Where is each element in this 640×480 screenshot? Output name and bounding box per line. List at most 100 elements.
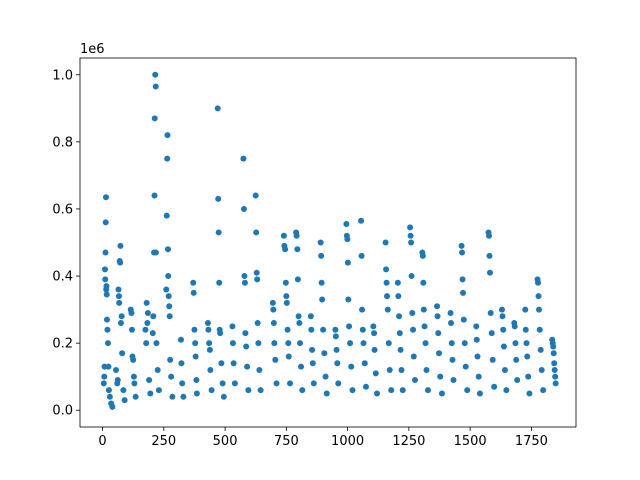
data-point bbox=[244, 363, 251, 370]
data-point bbox=[307, 313, 314, 320]
data-point bbox=[370, 323, 377, 330]
data-point bbox=[229, 323, 236, 330]
data-point bbox=[128, 309, 135, 316]
data-point bbox=[348, 363, 355, 370]
data-point bbox=[113, 366, 120, 373]
data-point bbox=[522, 326, 529, 333]
data-point bbox=[207, 366, 214, 373]
x-tick-label: 1750 bbox=[515, 434, 548, 449]
data-point bbox=[459, 249, 466, 256]
data-point bbox=[153, 340, 160, 347]
data-point bbox=[447, 309, 454, 316]
data-point bbox=[384, 293, 391, 300]
data-point bbox=[215, 229, 222, 236]
data-point bbox=[192, 353, 199, 360]
data-point bbox=[459, 276, 466, 283]
data-point bbox=[256, 366, 263, 373]
data-point bbox=[144, 320, 151, 327]
data-point bbox=[216, 279, 223, 286]
data-point bbox=[407, 232, 414, 239]
y-tick-label: 0.4 bbox=[52, 270, 73, 285]
data-point bbox=[242, 330, 249, 337]
x-tick-label: 500 bbox=[213, 434, 238, 449]
data-point bbox=[332, 326, 339, 333]
data-point bbox=[398, 366, 405, 373]
data-point bbox=[152, 249, 159, 256]
data-point bbox=[142, 326, 149, 333]
data-point bbox=[104, 340, 111, 347]
data-point bbox=[317, 239, 324, 246]
data-point bbox=[117, 242, 124, 249]
data-point bbox=[106, 393, 113, 400]
data-point bbox=[116, 299, 123, 306]
data-point bbox=[204, 320, 211, 327]
data-point bbox=[473, 323, 480, 330]
data-point bbox=[165, 293, 172, 300]
data-point bbox=[475, 373, 482, 380]
data-point bbox=[361, 360, 368, 367]
data-point bbox=[535, 279, 542, 286]
data-point bbox=[347, 340, 354, 347]
data-point bbox=[296, 320, 303, 327]
data-point bbox=[282, 246, 289, 253]
data-point bbox=[299, 387, 306, 394]
data-point bbox=[100, 380, 107, 387]
data-point bbox=[169, 393, 176, 400]
data-point bbox=[362, 383, 369, 390]
data-point bbox=[372, 370, 379, 377]
data-point bbox=[408, 273, 415, 280]
data-point bbox=[388, 387, 395, 394]
data-point bbox=[115, 293, 122, 300]
data-point bbox=[143, 340, 150, 347]
data-point bbox=[449, 356, 456, 363]
data-point bbox=[218, 360, 225, 367]
data-point bbox=[333, 346, 340, 353]
data-point bbox=[359, 306, 366, 313]
data-point bbox=[383, 279, 390, 286]
data-point bbox=[360, 340, 367, 347]
data-point bbox=[487, 309, 494, 316]
data-point bbox=[149, 330, 156, 337]
data-point bbox=[358, 252, 365, 259]
plot-area-frame bbox=[79, 57, 577, 428]
data-point bbox=[273, 380, 280, 387]
data-point bbox=[104, 326, 111, 333]
data-point bbox=[243, 343, 250, 350]
data-point bbox=[166, 313, 173, 320]
data-point bbox=[434, 313, 441, 320]
data-point bbox=[448, 320, 455, 327]
data-point bbox=[206, 346, 213, 353]
data-point bbox=[190, 289, 197, 296]
data-point bbox=[283, 299, 290, 306]
data-point bbox=[152, 71, 159, 78]
data-point bbox=[408, 239, 415, 246]
data-point bbox=[280, 232, 287, 239]
data-point bbox=[254, 320, 261, 327]
data-point bbox=[231, 380, 238, 387]
data-point bbox=[550, 343, 557, 350]
data-point bbox=[241, 279, 248, 286]
data-point bbox=[164, 246, 171, 253]
data-point bbox=[395, 293, 402, 300]
data-point bbox=[511, 323, 518, 330]
data-point bbox=[371, 330, 378, 337]
data-point bbox=[103, 283, 110, 290]
data-point bbox=[240, 155, 247, 162]
data-point bbox=[551, 366, 558, 373]
data-point bbox=[208, 387, 215, 394]
data-point bbox=[215, 195, 222, 202]
data-point bbox=[385, 340, 392, 347]
data-point bbox=[538, 366, 545, 373]
data-point bbox=[524, 353, 531, 360]
data-point bbox=[486, 232, 492, 239]
data-point bbox=[120, 387, 127, 394]
data-point bbox=[491, 383, 498, 390]
data-point bbox=[399, 387, 406, 394]
data-point bbox=[121, 397, 128, 404]
data-point bbox=[144, 309, 151, 316]
data-point bbox=[177, 336, 184, 343]
data-point bbox=[476, 390, 483, 397]
data-point bbox=[152, 83, 159, 90]
data-point bbox=[128, 326, 135, 333]
data-point bbox=[103, 316, 110, 323]
